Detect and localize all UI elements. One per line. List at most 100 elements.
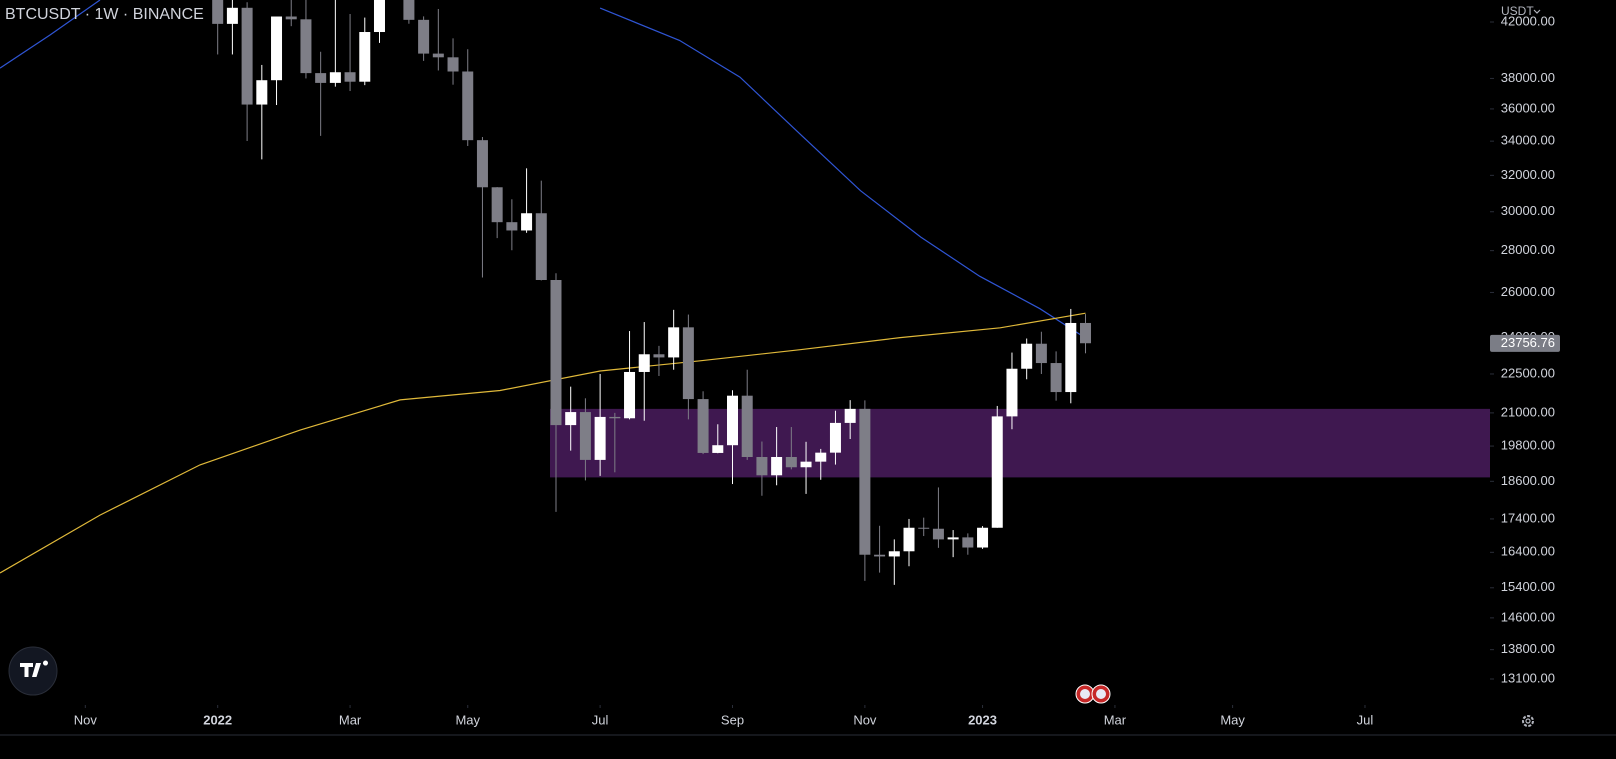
candle-body <box>682 327 694 400</box>
x-tick-label: May <box>455 712 480 727</box>
x-tick-label: Jul <box>592 712 609 727</box>
candle-body <box>829 422 841 453</box>
y-tick-label: 28000.00 <box>1501 242 1555 257</box>
candle-body <box>741 395 753 457</box>
last-price-label: 23756.76 <box>1501 335 1555 350</box>
plot-area <box>0 0 1490 585</box>
moving-average-line <box>0 312 1086 574</box>
candle-body <box>373 0 385 33</box>
candle-body <box>712 445 724 453</box>
y-tick-label: 38000.00 <box>1501 70 1555 85</box>
candle-body <box>1050 363 1062 393</box>
candle-body <box>991 416 1003 528</box>
candle-body <box>594 416 606 460</box>
candle-body <box>535 213 547 280</box>
candle-body <box>624 371 636 419</box>
candle-body <box>521 213 533 231</box>
currency-caret[interactable] <box>1533 9 1541 14</box>
y-tick-label: 18600.00 <box>1501 473 1555 488</box>
candle-body <box>903 527 915 552</box>
x-tick-label: May <box>1220 712 1245 727</box>
event-flags[interactable] <box>1075 684 1111 704</box>
x-tick-label: 2023 <box>968 712 997 727</box>
candle-body <box>1006 368 1018 417</box>
candle-body <box>491 187 503 223</box>
y-tick-label: 36000.00 <box>1501 100 1555 115</box>
candle-body <box>271 16 283 81</box>
y-tick-label: 26000.00 <box>1501 284 1555 299</box>
candle-body <box>844 408 856 423</box>
candle-body <box>815 452 827 462</box>
axes: 13100.00 13800.00 14600.00 15400.00 16400.00… <box>74 13 1560 727</box>
y-tick-label: 17400.00 <box>1501 510 1555 525</box>
candle-body <box>874 554 886 557</box>
candle-body <box>756 456 768 476</box>
candle-body <box>609 416 621 419</box>
candle-body <box>653 354 665 358</box>
x-tick-label: Nov <box>853 712 877 727</box>
moving-average-line <box>0 0 1086 339</box>
x-tick-label: Nov <box>74 712 98 727</box>
candle-body <box>226 7 238 24</box>
candle-body <box>932 528 944 540</box>
candle-body <box>888 551 900 557</box>
candle-body <box>785 456 797 468</box>
y-tick-label: 13100.00 <box>1501 670 1555 685</box>
x-tick-label: Mar <box>339 712 362 727</box>
candle-body <box>947 537 959 540</box>
candle-body <box>447 57 459 72</box>
candle-body <box>241 7 253 105</box>
last-price-box <box>1490 334 1560 352</box>
candle-body <box>579 412 591 460</box>
candle-body <box>859 408 871 555</box>
candle-body <box>977 527 989 548</box>
candle-body <box>432 53 444 58</box>
candle-body <box>638 354 650 372</box>
y-tick-label: 13800.00 <box>1501 641 1555 656</box>
x-tick-label: Sep <box>721 712 744 727</box>
candle-body <box>550 279 562 426</box>
candle-body <box>1035 343 1047 364</box>
candle-body <box>668 327 680 358</box>
candle-body <box>1080 322 1092 344</box>
y-tick-label: 32000.00 <box>1501 167 1555 182</box>
settings-icon[interactable] <box>1522 715 1534 727</box>
y-tick-label: 15400.00 <box>1501 579 1555 594</box>
y-tick-label: 42000.00 <box>1501 13 1555 28</box>
y-tick-label: 34000.00 <box>1501 133 1555 148</box>
candle-body <box>962 537 974 548</box>
candle-body <box>344 72 356 82</box>
y-tick-label: 19800.00 <box>1501 438 1555 453</box>
candle-body <box>285 16 297 20</box>
candle-body <box>315 73 327 83</box>
candle-body <box>256 80 268 105</box>
candle-body <box>506 222 518 231</box>
candle-body <box>212 0 224 24</box>
x-tick-label: 2022 <box>203 712 232 727</box>
candle-body <box>800 461 812 468</box>
y-tick-label: 21000.00 <box>1501 404 1555 419</box>
candle-body <box>1065 322 1077 393</box>
candle-body <box>697 399 709 453</box>
candle-body <box>1021 343 1033 369</box>
candle-body <box>476 140 488 188</box>
support-zone <box>549 408 1490 478</box>
candle-body <box>918 527 930 529</box>
candle-body <box>329 72 341 83</box>
x-tick-label: Mar <box>1104 712 1127 727</box>
currency-selector[interactable]: USDT <box>1501 4 1534 18</box>
candle-body <box>462 71 474 141</box>
y-tick-label: 14600.00 <box>1501 609 1555 624</box>
y-tick-label: 22500.00 <box>1501 365 1555 380</box>
tradingview-logo[interactable] <box>8 646 58 696</box>
candle-body <box>359 32 371 82</box>
candle-body <box>565 412 577 426</box>
candle-body <box>726 395 738 446</box>
candle-body <box>403 0 415 20</box>
candle-body <box>418 19 430 54</box>
x-tick-label: Jul <box>1357 712 1374 727</box>
candle-body <box>771 456 783 476</box>
y-tick-label: 30000.00 <box>1501 203 1555 218</box>
